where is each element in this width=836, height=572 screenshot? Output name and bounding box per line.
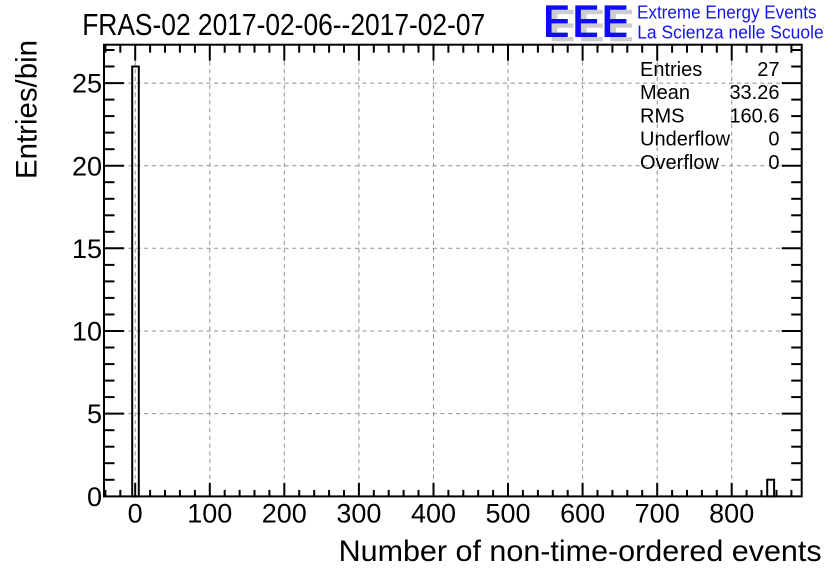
svg-text:700: 700	[635, 499, 680, 529]
svg-text:25: 25	[72, 69, 102, 99]
svg-text:Overflow: Overflow	[640, 152, 719, 174]
svg-text:100: 100	[187, 499, 232, 529]
svg-text:0: 0	[87, 482, 102, 512]
svg-text:0: 0	[768, 152, 779, 174]
svg-text:Entries: Entries	[640, 59, 702, 81]
svg-text:10: 10	[72, 317, 102, 347]
svg-text:27: 27	[757, 59, 779, 81]
svg-text:Entries/bin: Entries/bin	[10, 40, 43, 179]
svg-text:160.6: 160.6	[729, 105, 779, 127]
svg-text:RMS: RMS	[640, 105, 684, 127]
svg-text:5: 5	[87, 399, 102, 429]
svg-text:0: 0	[768, 129, 779, 151]
svg-text:33.26: 33.26	[729, 82, 779, 104]
svg-text:200: 200	[262, 499, 307, 529]
svg-text:600: 600	[560, 499, 605, 529]
svg-text:15: 15	[72, 234, 102, 264]
svg-text:400: 400	[411, 499, 456, 529]
svg-text:Extreme Energy Events: Extreme Energy Events	[637, 3, 817, 23]
svg-text:Underflow: Underflow	[640, 129, 731, 151]
svg-text:Number of non-time-ordered eve: Number of non-time-ordered events	[339, 535, 822, 568]
svg-text:La Scienza nelle Scuole: La Scienza nelle Scuole	[637, 22, 824, 42]
svg-text:20: 20	[72, 151, 102, 181]
svg-text:800: 800	[709, 499, 754, 529]
svg-text:FRAS-02 2017-02-06--2017-02-07: FRAS-02 2017-02-06--2017-02-07	[82, 8, 485, 42]
svg-text:0: 0	[128, 499, 143, 529]
svg-text:Mean: Mean	[640, 82, 690, 104]
svg-text:500: 500	[485, 499, 530, 529]
svg-text:300: 300	[336, 499, 381, 529]
